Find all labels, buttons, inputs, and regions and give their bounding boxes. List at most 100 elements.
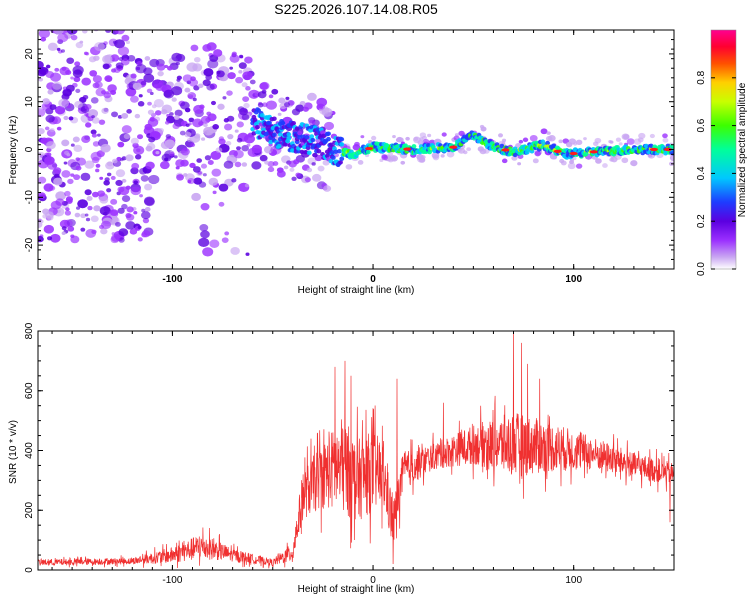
spectrogram-blob [99,196,109,204]
spectrogram-blob [139,167,148,175]
snr-line [38,331,674,569]
spectrogram-blob [86,195,93,201]
y-tick-label: 20 [24,48,35,60]
spectrogram-blob [138,94,143,98]
spectrogram-blob [94,81,103,89]
spectrogram-blob [144,206,151,212]
spectrogram-blob [125,154,134,162]
spectrogram-peak [649,147,658,152]
spectrogram-blob [106,11,110,14]
spectrogram-blob [142,217,150,224]
spectrogram-blob [130,186,142,196]
spectrogram-blob [197,83,204,89]
spectrogram-blob [638,132,646,139]
spectrogram-blob [265,100,277,110]
spectrogram-blob [115,179,123,186]
y-tick-label: 200 [24,501,35,518]
spectrogram-blob [44,126,50,131]
spectrogram-blob [159,161,170,170]
spectrogram-blob [200,202,210,211]
spectrogram-blob [125,40,131,45]
spectrogram-blob [74,100,83,109]
spectrogram-blob [441,132,447,137]
spectrogram-blob [277,112,282,116]
spectrogram-blob [102,211,108,216]
spectrogram-ridge-cell [267,120,272,126]
x-tick-label: -100 [162,274,182,285]
spectrogram-blob [64,219,73,227]
figure-title: S225.2026.107.14.08.R05 [274,1,438,17]
spectrogram-blob [46,152,52,157]
spectrogram-peak [663,147,672,152]
spectrogram-blob [53,167,62,174]
spectrogram-blob [189,162,196,169]
spectrogram-blob [169,152,175,157]
spectrogram-blob [602,163,608,168]
y-tick-label: 0 [24,146,35,152]
spectrogram-blob [165,134,172,139]
spectrogram-ridge-cell [261,127,266,132]
spectrogram-blob [540,128,548,135]
spectrogram-blob [210,100,217,106]
spectrogram-blob [164,139,176,149]
spectrogram-ridge-cell [583,151,589,157]
spectrogram-ridge-cell [648,143,654,149]
spectrogram-blob [104,2,111,8]
spectrogram-blob [106,172,112,177]
spectrogram-blob [236,137,243,143]
spectrogram-blob [103,180,110,186]
spectrogram-blob [92,141,100,147]
spectrogram-blob [77,199,89,209]
spectrogram-blob [171,97,177,102]
spectrogram-blob [84,103,92,110]
spectrogram-blob [80,172,91,181]
spectrogram-blob [81,135,91,144]
spectrogram-blob [68,116,74,121]
spectrogram-peak [569,151,578,156]
spectrogram-blob [307,92,317,101]
spectrogram-heatmap [38,0,674,257]
spectrogram-blob [222,96,227,100]
spectrogram-blob [107,18,117,26]
spectrogram-blob [289,167,295,172]
spectrogram-blob [202,173,207,177]
spectrogram-blob [78,13,86,19]
spectrogram-blob [98,8,107,15]
spectrogram-blob [47,236,53,241]
spectrogram-blob [39,219,44,224]
spectrogram-ridge-cell [297,135,303,140]
spectrogram-blob [84,160,95,169]
spectrogram-peak [403,147,412,151]
spectrogram-blob [115,169,126,178]
spectrogram-blob [153,99,164,108]
spectrogram-blob [405,136,410,141]
spectrogram-peak [501,148,510,152]
spectrogram-blob [477,146,485,152]
spectrogram-blob [42,98,50,105]
spectrogram-blob [200,115,211,124]
spectrogram-blob [83,0,87,3]
spectrogram-ridge-cell [314,131,319,137]
spectrogram-blob [594,137,602,144]
spectrogram-blob [38,236,44,243]
spectrogram-blob [125,221,136,230]
spectrogram-blob [61,170,71,178]
spectrogram-ridge-cell [326,131,331,136]
spectrogram-ridge-cell [403,143,408,148]
spectrogram-blob [62,23,70,30]
spectrogram-blob [67,226,75,232]
spectrogram-blob [192,118,203,128]
spectrogram-blob [218,201,225,207]
spectrogram-blob [618,142,623,146]
spectrogram-blob [96,150,105,158]
spectrogram-blob [135,63,147,74]
spectrogram-blob [259,81,270,90]
spectrogram-blob [72,136,80,143]
spectrogram-blob [137,101,145,107]
spectrogram-blob [87,205,93,211]
spectrogram-blob [204,155,212,161]
spectrogram-blob [662,137,669,143]
spectrogram-blob [201,137,206,141]
spectrogram-blob [206,83,215,91]
spectrogram-blob [80,227,86,232]
